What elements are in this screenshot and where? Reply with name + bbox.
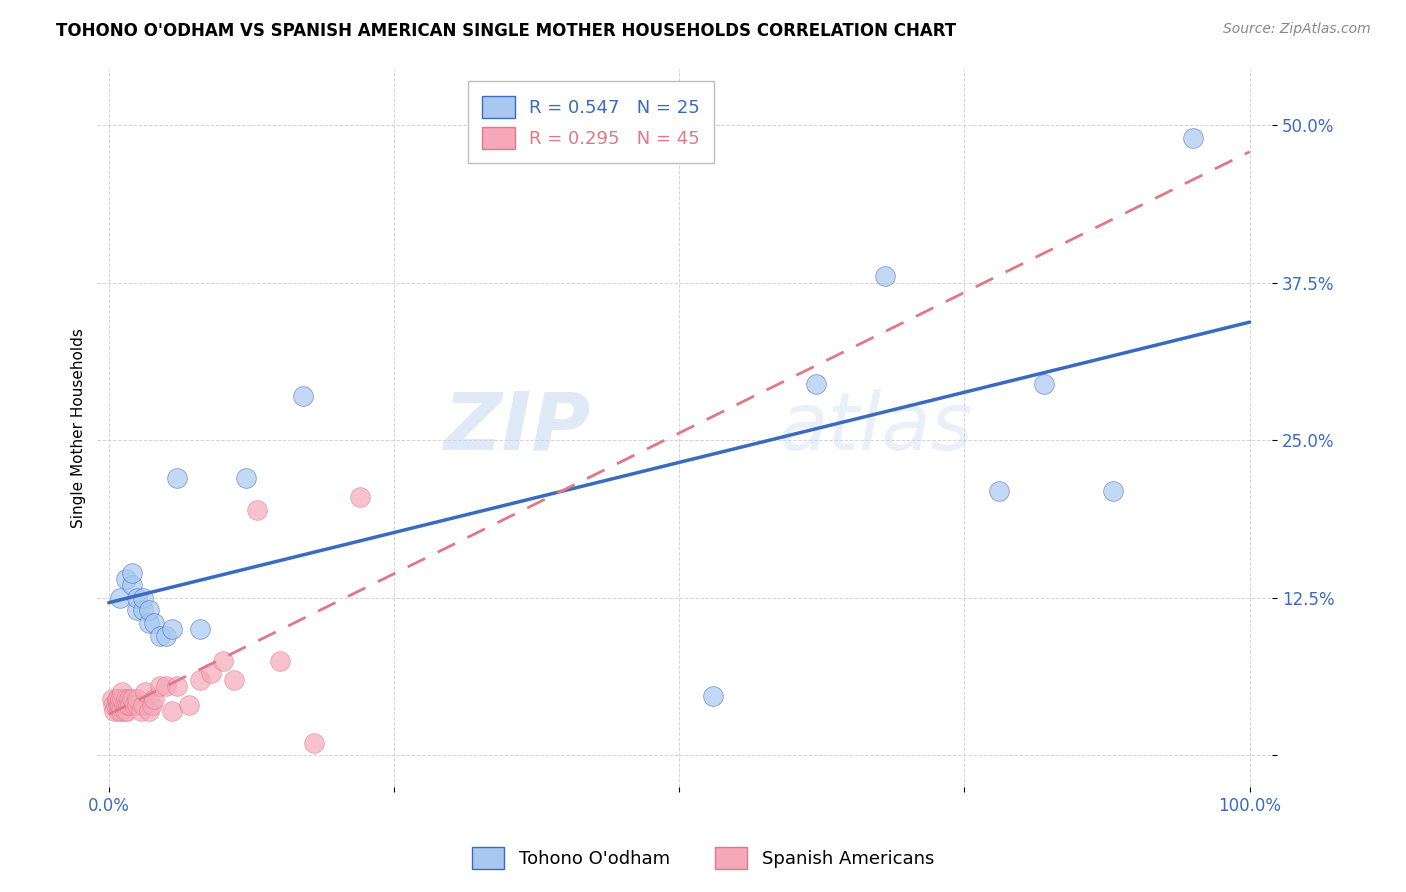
Legend: Tohono O'odham, Spanish Americans: Tohono O'odham, Spanish Americans xyxy=(463,838,943,879)
Point xyxy=(1033,376,1056,391)
Point xyxy=(132,591,155,605)
Text: atlas: atlas xyxy=(779,389,973,467)
Point xyxy=(115,572,138,586)
Point xyxy=(143,691,166,706)
Point xyxy=(121,566,143,580)
Point xyxy=(127,603,149,617)
Point xyxy=(108,704,131,718)
Point xyxy=(143,615,166,630)
Point xyxy=(291,389,314,403)
Point xyxy=(160,623,183,637)
Point xyxy=(200,666,222,681)
Point xyxy=(211,654,233,668)
Point xyxy=(108,698,131,712)
Point xyxy=(302,736,325,750)
Point xyxy=(149,679,172,693)
Point xyxy=(114,704,136,718)
Point xyxy=(127,591,149,605)
Point xyxy=(129,704,152,718)
Text: TOHONO O'ODHAM VS SPANISH AMERICAN SINGLE MOTHER HOUSEHOLDS CORRELATION CHART: TOHONO O'ODHAM VS SPANISH AMERICAN SINGL… xyxy=(56,22,956,40)
Point xyxy=(107,691,129,706)
Point xyxy=(188,623,211,637)
Point xyxy=(127,698,149,712)
Point xyxy=(127,691,149,706)
Point xyxy=(138,704,160,718)
Point xyxy=(235,471,257,485)
Point xyxy=(121,578,143,592)
Point xyxy=(132,603,155,617)
Y-axis label: Single Mother Households: Single Mother Households xyxy=(72,327,86,527)
Point xyxy=(160,704,183,718)
Point xyxy=(138,615,160,630)
Point xyxy=(107,698,129,712)
Point xyxy=(103,704,125,718)
Point xyxy=(246,502,269,516)
Point xyxy=(138,603,160,617)
Point xyxy=(120,698,142,712)
Point xyxy=(121,691,143,706)
Text: ZIP: ZIP xyxy=(443,389,591,467)
Point xyxy=(108,698,131,712)
Point xyxy=(108,691,131,706)
Point xyxy=(115,691,138,706)
Point xyxy=(122,698,145,712)
Point xyxy=(111,691,134,706)
Point xyxy=(349,490,371,504)
Point xyxy=(702,689,724,703)
Point xyxy=(111,685,134,699)
Point xyxy=(110,704,132,718)
Point xyxy=(1181,131,1204,145)
Point xyxy=(115,704,138,718)
Point xyxy=(105,691,128,706)
Point xyxy=(132,698,155,712)
Point xyxy=(112,698,135,712)
Point xyxy=(269,654,291,668)
Point xyxy=(101,691,124,706)
Point xyxy=(987,483,1010,498)
Point xyxy=(104,698,127,712)
Point xyxy=(155,679,177,693)
Legend: R = 0.547   N = 25, R = 0.295   N = 45: R = 0.547 N = 25, R = 0.295 N = 45 xyxy=(468,81,714,163)
Point xyxy=(166,679,188,693)
Point xyxy=(155,629,177,643)
Point xyxy=(873,269,896,284)
Text: Source: ZipAtlas.com: Source: ZipAtlas.com xyxy=(1223,22,1371,37)
Point xyxy=(134,685,156,699)
Point xyxy=(188,673,211,687)
Point xyxy=(224,673,246,687)
Point xyxy=(166,471,188,485)
Point xyxy=(804,376,827,391)
Point xyxy=(117,698,139,712)
Point xyxy=(118,691,141,706)
Point xyxy=(103,698,125,712)
Point xyxy=(141,698,163,712)
Point xyxy=(115,698,138,712)
Point xyxy=(149,629,172,643)
Point xyxy=(1101,483,1123,498)
Point xyxy=(108,591,131,605)
Point xyxy=(177,698,200,712)
